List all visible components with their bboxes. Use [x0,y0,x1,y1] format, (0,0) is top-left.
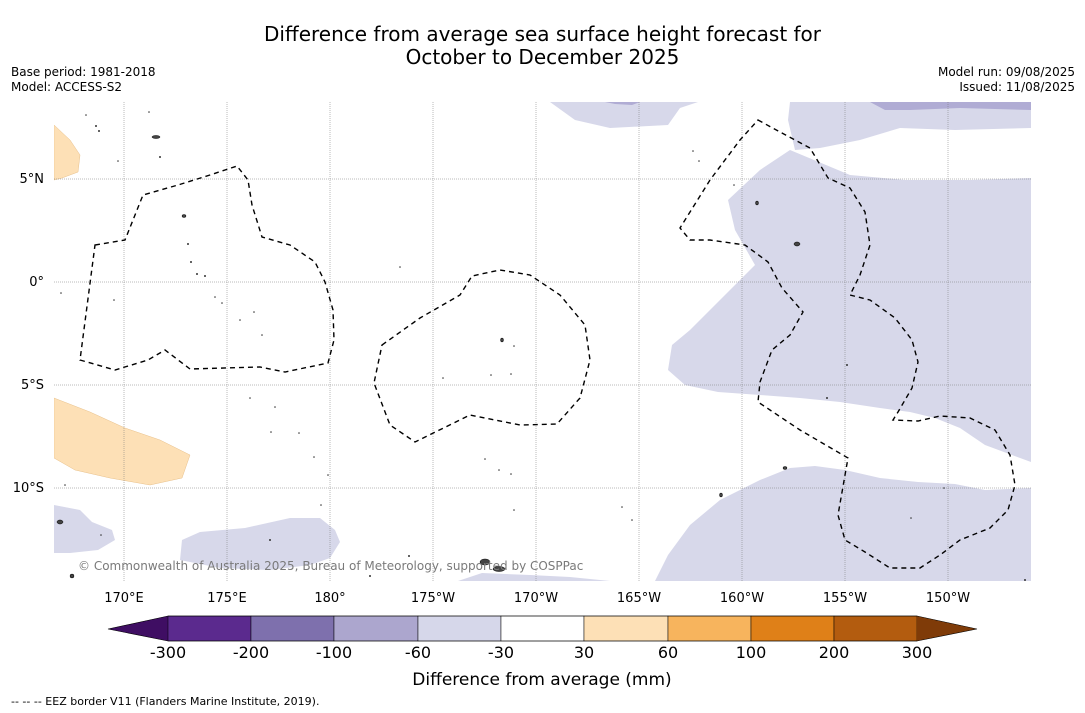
region-south-central [458,573,610,581]
lon-label-175e: 175°E [207,591,247,606]
anomaly-mid-purple [605,102,1031,110]
latitude-labels: 5°N 0° 5°S 10°S [13,172,44,496]
meta-right: Model run: 09/08/2025 Issued: 11/08/2025 [938,65,1075,95]
colorbar-tick: -30 [488,643,514,662]
colorbar-bin [167,615,252,642]
eez-kiribati-line-north [679,119,1016,569]
lon-label-170e: 170°E [104,591,144,606]
colorbar-bin [750,615,835,642]
colorbar-bin [833,615,918,642]
gridlines [54,102,1031,581]
region-southeast [655,466,1031,581]
lat-label-0: 0° [29,275,44,290]
region-central-east [668,150,1031,462]
lat-label-10s: 10°S [13,481,44,496]
colorbar-bin [500,615,585,642]
colorbar-title: Difference from average (mm) [412,670,671,690]
colorbar-min-arrow [108,616,168,641]
lon-label-175w: 175°W [411,591,455,606]
region-southwest [54,505,115,553]
region-mid-purple-2 [870,102,1031,110]
colorbar-bin [333,615,419,642]
region-east-pacific [550,102,698,128]
copyright-text: © Commonwealth of Australia 2025, Bureau… [78,559,583,573]
lon-label-170w: 170°W [514,591,558,606]
colorbar-tick: -300 [150,643,186,662]
region-north-east [788,102,1031,150]
colorbar-bin [583,615,669,642]
lat-label-5s: 5°S [21,378,44,393]
meta-left: Base period: 1981-2018 Model: ACCESS-S2 [11,65,156,95]
colorbar-bin [667,615,752,642]
lon-label-150w: 150°W [926,591,970,606]
colorbar-tick-labels: -300 -200 -100 -60 -30 30 60 100 200 300 [150,643,932,662]
lon-label-165w: 165°W [617,591,661,606]
colorbar-tick: 300 [902,643,933,662]
anomaly-light-orange [54,124,191,486]
colorbar-tick: 60 [658,643,678,662]
anomaly-light-purple [54,102,1031,581]
islands [56,135,801,579]
colorbar-tick: -200 [233,643,269,662]
eez-footnote: -- -- -- EEZ border V11 (Flanders Marine… [11,695,320,708]
longitude-labels: 170°E 175°E 180° 175°W 170°W 165°W 160°W… [104,591,970,606]
eez-borders [79,119,1016,569]
colorbar-max-arrow [917,616,977,641]
lon-label-155w: 155°W [823,591,867,606]
eez-kiribati-gilbert [79,165,335,373]
colorbar-bin [250,615,335,642]
model-run: Model run: 09/08/2025 [937,65,1075,79]
chart-title-line1: Difference from average sea surface heig… [263,22,822,46]
base-period: Base period: 1981-2018 [11,65,156,79]
colorbar: -300 -200 -100 -60 -30 30 60 100 200 300… [107,615,978,690]
island-dots [60,111,1026,581]
region-mid-purple-1 [605,102,640,105]
region-orange-north [54,124,81,181]
model-name: Model: ACCESS-S2 [11,80,123,94]
colorbar-tick: -60 [405,643,431,662]
lon-label-160w: 160°W [720,591,764,606]
region-south-central-west [180,518,340,570]
lat-label-5n: 5°N [20,172,45,187]
map-area: © Commonwealth of Australia 2025, Bureau… [54,102,1031,581]
issued-date: Issued: 11/08/2025 [959,80,1075,94]
colorbar-tick: 200 [819,643,850,662]
lon-label-180: 180° [314,591,345,606]
region-orange-west [54,397,191,486]
colorbar-bin [417,615,502,642]
chart-title-line2: October to December 2025 [405,45,680,69]
colorbar-tick: -100 [316,643,352,662]
colorbar-tick: 30 [574,643,594,662]
colorbar-tick: 100 [736,643,767,662]
